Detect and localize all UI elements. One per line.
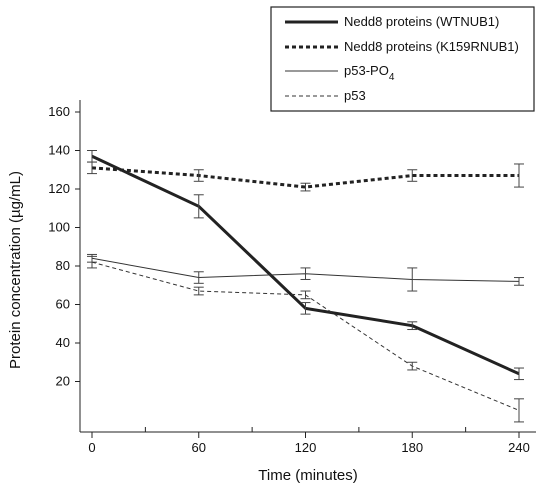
y-tick-label: 20 (56, 374, 70, 389)
series-line (91, 261, 520, 411)
legend-label-0: Nedd8 proteins (WTNUB1) (344, 14, 499, 29)
y-tick-label: 120 (48, 181, 70, 196)
legend-label-1: Nedd8 proteins (K159RNUB1) (344, 39, 519, 54)
x-tick-label: 0 (88, 440, 95, 455)
y-tick-label: 60 (56, 297, 70, 312)
x-tick-label: 60 (192, 440, 206, 455)
x-axis-title: Time (minutes) (258, 467, 357, 484)
legend-label-2-subscript: 4 (389, 72, 395, 83)
x-tick-label: 180 (401, 440, 423, 455)
legend-label-2: p53-PO4 (344, 63, 395, 83)
legend: Nedd8 proteins (WTNUB1) Nedd8 proteins (… (270, 6, 535, 112)
y-tick-label: 100 (48, 220, 70, 235)
y-tick-label: 80 (56, 258, 70, 273)
series-line (91, 166, 519, 189)
x-tick-label: 240 (508, 440, 530, 455)
y-axis-title: Protein concentration (µg/mL) (7, 171, 24, 369)
y-tick-label: 140 (48, 143, 70, 158)
legend-box (270, 6, 535, 112)
y-tick-label: 160 (48, 104, 70, 119)
series-2 (87, 253, 524, 292)
legend-label-2-main: p53-PO (344, 63, 389, 78)
series-1 (87, 161, 524, 192)
x-tick-label: 120 (295, 440, 317, 455)
legend-label-3: p53 (344, 88, 366, 103)
axes: 20 40 60 80 100 120 140 160 0 60 120 180 240 (48, 100, 536, 455)
series-3 (87, 255, 524, 423)
y-tick-label: 40 (56, 335, 70, 350)
series-layer (87, 150, 524, 423)
